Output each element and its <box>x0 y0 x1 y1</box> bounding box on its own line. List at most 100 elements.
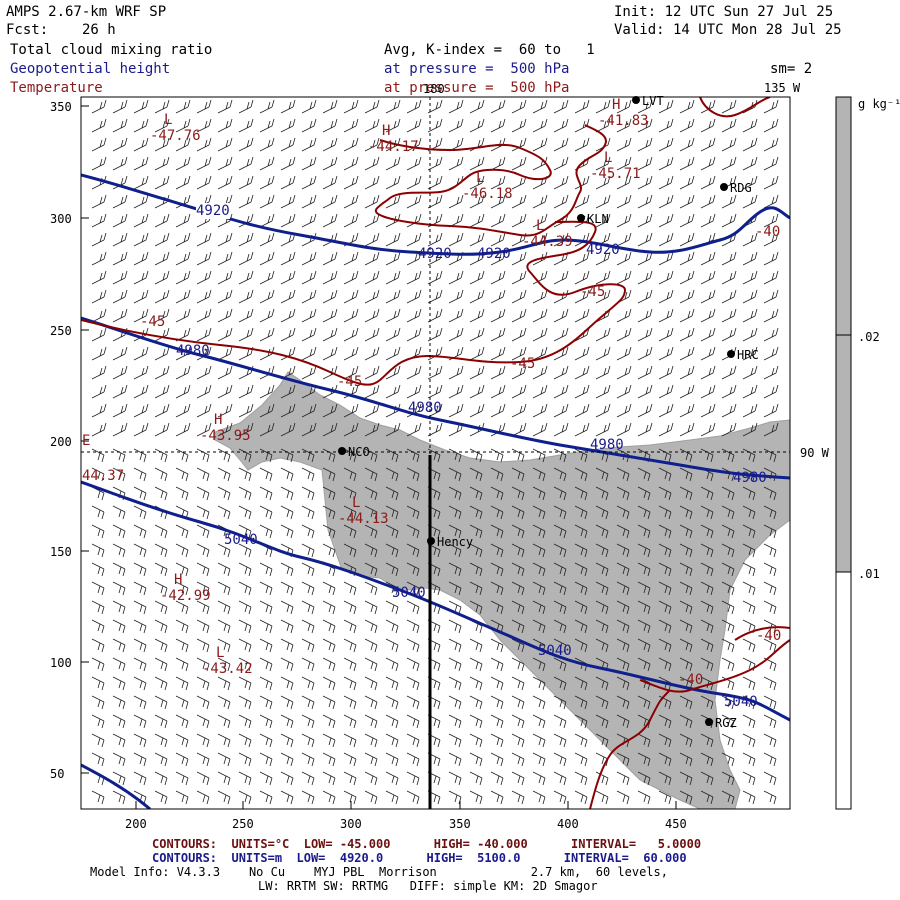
height-label: 4920 <box>477 246 511 262</box>
wind-barb <box>490 752 504 767</box>
wind-barb <box>700 422 716 437</box>
wind-barb <box>364 137 380 152</box>
wind-barb <box>658 118 674 133</box>
wind-barb <box>490 486 504 501</box>
wind-barb <box>385 790 399 805</box>
footer-model-info: Model Info: V4.3.3 No Cu MYJ PBL Morriso… <box>90 865 668 879</box>
wind-barb <box>763 752 777 767</box>
wind-barb <box>511 505 525 520</box>
wind-barb <box>448 657 462 672</box>
height-label: 4980 <box>590 437 624 453</box>
wind-barb <box>595 790 609 805</box>
height-label: 4920 <box>586 242 620 258</box>
wind-barb <box>259 600 273 615</box>
wind-barb <box>196 505 210 520</box>
wind-barb <box>406 289 422 304</box>
wind-barb <box>259 289 275 304</box>
wind-barb <box>364 118 380 133</box>
wind-barb <box>427 118 443 133</box>
wind-barb <box>511 467 525 482</box>
wind-barb <box>112 270 128 285</box>
wind-barb <box>154 422 170 437</box>
wind-barb <box>700 695 714 710</box>
wind-barb <box>364 790 378 805</box>
temp-label: -45 <box>580 284 606 300</box>
wind-barb <box>553 600 567 615</box>
wind-barb <box>448 194 464 209</box>
wind-barb <box>679 657 693 672</box>
wind-barb <box>406 790 420 805</box>
wind-barb <box>616 771 630 786</box>
wind-barb <box>637 771 651 786</box>
wind-barb <box>406 562 420 577</box>
wind-barb <box>133 289 149 304</box>
wind-barb <box>532 714 546 729</box>
wind-barb <box>490 232 506 247</box>
wind-barb <box>721 524 735 539</box>
wind-barb <box>637 467 651 482</box>
wind-barb <box>532 771 546 786</box>
wind-barb <box>175 365 191 380</box>
wind-barb <box>658 213 674 228</box>
wind-barb <box>217 790 231 805</box>
wind-barb <box>763 308 779 323</box>
wind-barb <box>217 327 233 342</box>
wind-barb <box>280 562 294 577</box>
wind-barb <box>637 600 651 615</box>
wind-barb <box>259 619 273 634</box>
wind-barb <box>385 194 401 209</box>
wind-barb <box>301 657 315 672</box>
wind-barb <box>343 327 359 342</box>
wind-barb <box>154 733 168 748</box>
wind-barb <box>637 213 653 228</box>
wind-barb <box>553 505 567 520</box>
wind-barb <box>679 270 695 285</box>
wind-barb <box>217 251 233 266</box>
wind-barb <box>616 270 632 285</box>
wind-barb <box>133 99 149 114</box>
wind-barb <box>196 790 210 805</box>
wind-barb <box>532 790 546 805</box>
wind-barb <box>700 771 714 786</box>
wind-barb <box>217 365 233 380</box>
wind-barb <box>532 676 546 691</box>
wind-barb <box>700 505 714 520</box>
wind-barb <box>112 194 128 209</box>
wind-barb <box>637 562 651 577</box>
wind-barb <box>217 752 231 767</box>
wind-barb <box>196 448 210 463</box>
wind-barb <box>385 714 399 729</box>
wind-barb <box>763 505 777 520</box>
wind-barb <box>637 365 653 380</box>
wind-barb <box>637 486 651 501</box>
wind-barb <box>217 289 233 304</box>
wind-barb <box>742 346 758 361</box>
wind-barb <box>196 270 212 285</box>
wind-barb <box>742 327 758 342</box>
temp-label: -40 <box>755 224 781 240</box>
wind-barb <box>532 99 548 114</box>
wind-barb <box>112 733 126 748</box>
wind-barb <box>490 327 506 342</box>
wind-barb <box>553 543 567 558</box>
wind-barb <box>343 422 359 437</box>
wind-barb <box>574 600 588 615</box>
wind-barb <box>91 505 105 520</box>
wind-barb <box>259 695 273 710</box>
wind-barb <box>154 99 170 114</box>
wind-barb <box>595 289 611 304</box>
wind-barb <box>322 346 338 361</box>
wind-barb <box>406 327 422 342</box>
temp-contour-top <box>699 97 771 118</box>
wind-barb <box>763 213 779 228</box>
wind-barb <box>448 695 462 710</box>
wind-barb <box>700 99 716 114</box>
wind-barb <box>490 638 504 653</box>
wind-barb <box>616 695 630 710</box>
wind-barb <box>91 403 107 418</box>
wind-barb <box>322 581 336 596</box>
wind-barb <box>133 676 147 691</box>
wind-barb <box>112 365 128 380</box>
y-tick-label: 50 <box>50 767 65 781</box>
